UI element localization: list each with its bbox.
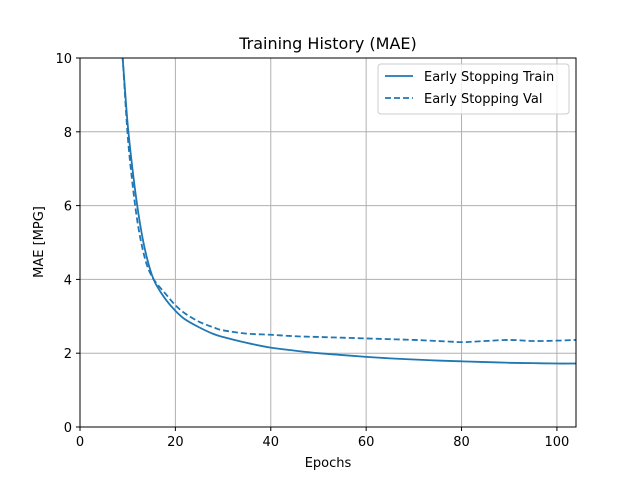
x-tick-label: 60 — [358, 435, 375, 450]
y-tick-label: 8 — [64, 126, 72, 141]
x-tick-label: 100 — [545, 435, 570, 450]
x-tick-label: 20 — [167, 435, 184, 450]
y-tick-label: 4 — [64, 273, 72, 288]
x-axis-label: Epochs — [305, 456, 352, 471]
legend-label-train: Early Stopping Train — [424, 70, 554, 85]
x-tick-label: 0 — [76, 435, 84, 450]
x-tick-label: 40 — [262, 435, 279, 450]
legend-box — [377, 63, 570, 115]
series-layer — [121, 58, 576, 365]
legend: Early Stopping Train Early Stopping Val — [377, 63, 570, 115]
y-tick-label: 0 — [64, 421, 72, 436]
ticks: 0 20 40 60 80 100 0 2 4 6 8 10 — [55, 52, 569, 450]
chart-title: Training History (MAE) — [238, 34, 417, 53]
y-tick-label: 2 — [64, 347, 72, 362]
plot-area — [80, 58, 576, 427]
legend-label-val: Early Stopping Val — [424, 92, 542, 107]
series-line-val — [121, 58, 576, 344]
plot-frame — [79, 57, 577, 428]
series-line-train — [121, 58, 576, 365]
y-tick-label: 6 — [64, 200, 72, 215]
y-axis-label: MAE [MPG] — [32, 206, 47, 278]
x-tick-label: 80 — [453, 435, 470, 450]
y-tick-label: 10 — [55, 52, 72, 67]
